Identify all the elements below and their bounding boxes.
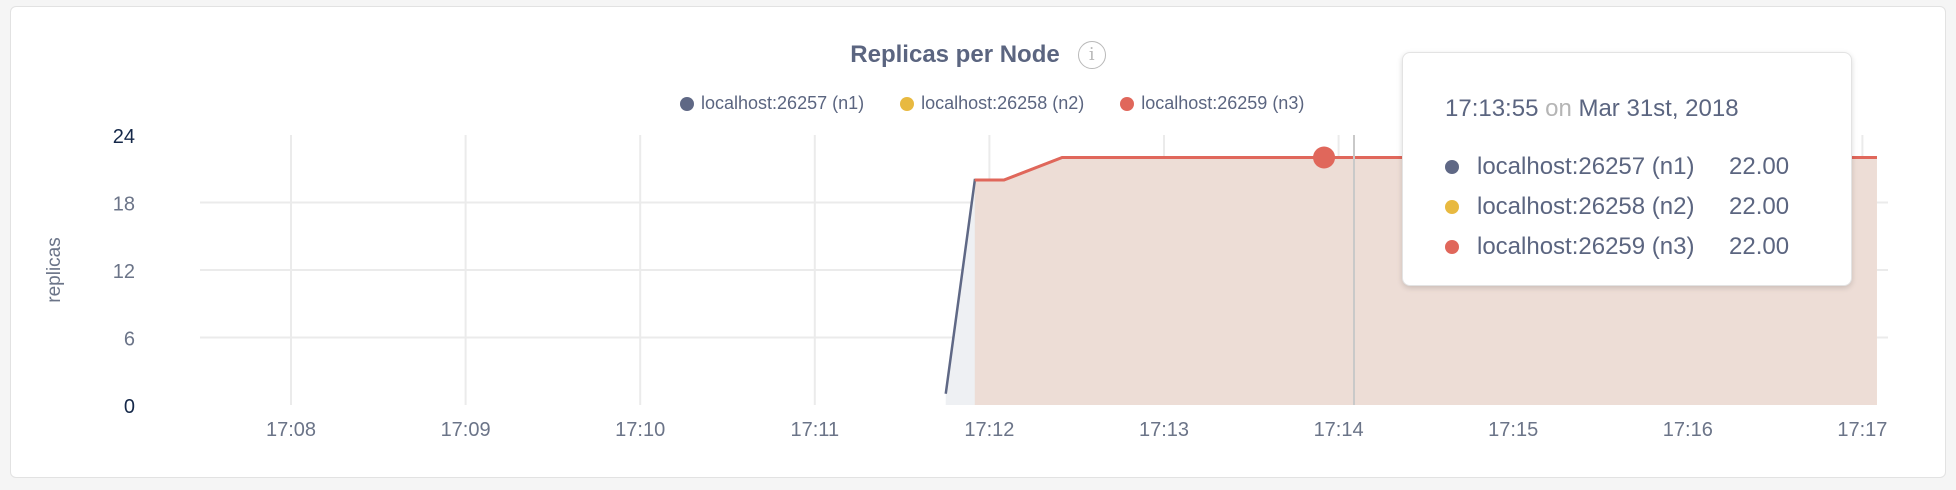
x-tick-label: 17:08 — [266, 419, 316, 441]
chart-title: Replicas per Node — [850, 40, 1060, 68]
x-tick-label: 17:15 — [1488, 419, 1538, 441]
tooltip-header: 17:13:55 on Mar 31st, 2018 — [1445, 95, 1739, 123]
y-tick-label: 6 — [124, 329, 135, 351]
x-tick-label: 17:12 — [964, 419, 1014, 441]
y-axis-label: replicas — [44, 237, 65, 302]
chart-title-row: Replicas per Node i — [0, 40, 1956, 69]
legend-dot-icon — [680, 96, 694, 111]
tooltip-value: 22.00 — [1729, 233, 1790, 260]
dot-icon — [1445, 200, 1459, 214]
info-icon[interactable]: i — [1077, 40, 1106, 69]
x-tick-label: 17:10 — [615, 419, 665, 441]
x-tick-label: 17:13 — [1139, 419, 1189, 441]
legend: localhost:26257 (n1) localhost:26258 (n2… — [680, 93, 1304, 114]
tooltip-row-n2: localhost:26258 (n2) 22.00 — [1445, 193, 1789, 221]
legend-item-n2[interactable]: localhost:26258 (n2) — [900, 93, 1084, 114]
tooltip-row-n1: localhost:26257 (n1) 22.00 — [1445, 153, 1789, 181]
y-tick-label: 18 — [113, 194, 135, 216]
tooltip-label: localhost:26257 (n1) — [1477, 153, 1695, 180]
legend-item-n3[interactable]: localhost:26259 (n3) — [1120, 93, 1304, 114]
x-tick-label: 17:16 — [1663, 419, 1713, 441]
hover-point — [1313, 146, 1336, 169]
tooltip-value: 22.00 — [1729, 153, 1790, 180]
x-tick-label: 17:14 — [1314, 419, 1364, 441]
hover-tooltip: 17:13:55 on Mar 31st, 2018 localhost:262… — [1402, 52, 1852, 286]
dot-icon — [1445, 240, 1459, 254]
dot-icon — [1445, 160, 1459, 174]
legend-item-n1[interactable]: localhost:26257 (n1) — [680, 93, 864, 114]
tooltip-on: on — [1545, 95, 1572, 122]
tooltip-label: localhost:26259 (n3) — [1477, 233, 1695, 260]
y-tick-label: 0 — [124, 396, 135, 418]
tooltip-date: Mar 31st, 2018 — [1578, 95, 1739, 122]
x-tick-label: 17:09 — [441, 419, 491, 441]
tooltip-value: 22.00 — [1729, 193, 1790, 220]
legend-label: localhost:26258 (n2) — [921, 93, 1085, 113]
legend-label: localhost:26259 (n3) — [1141, 93, 1305, 113]
y-tick-label: 12 — [113, 261, 135, 283]
legend-label: localhost:26257 (n1) — [701, 93, 865, 113]
tooltip-label: localhost:26258 (n2) — [1477, 193, 1695, 220]
legend-dot-icon — [900, 96, 915, 111]
tooltip-time: 17:13:55 — [1445, 95, 1539, 122]
tooltip-row-n3: localhost:26259 (n3) 22.00 — [1445, 233, 1789, 261]
legend-dot-icon — [1120, 96, 1135, 111]
x-tick-label: 17:17 — [1837, 419, 1887, 441]
x-tick-label: 17:11 — [791, 419, 840, 441]
y-tick-label: 24 — [113, 126, 135, 148]
